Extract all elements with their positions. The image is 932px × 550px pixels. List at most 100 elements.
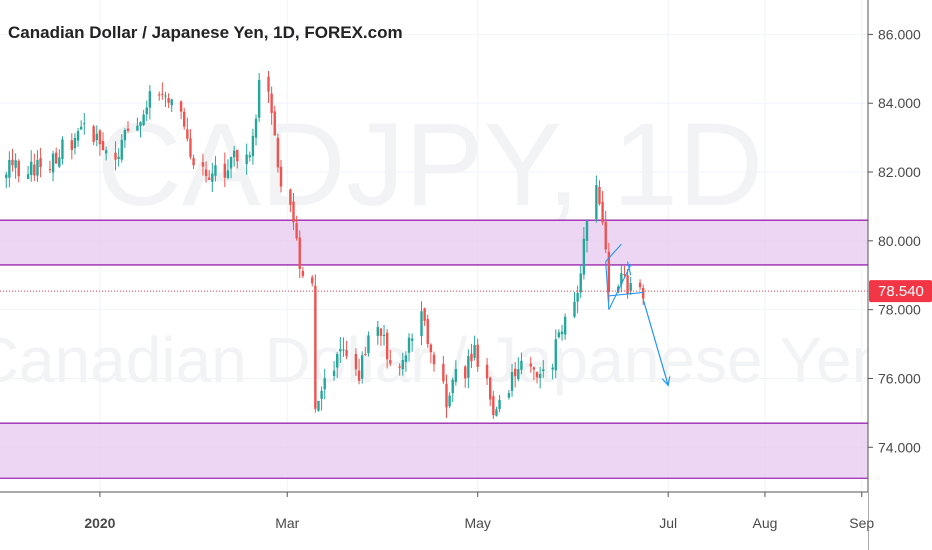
candle-body: [179, 101, 183, 112]
candle-body: [289, 189, 292, 205]
candle-body: [257, 79, 261, 118]
candle-body: [276, 137, 280, 168]
candle-body: [560, 331, 564, 335]
candle-body: [292, 201, 295, 223]
candle-body: [410, 338, 414, 341]
candles: [5, 70, 645, 420]
candle-body: [451, 379, 454, 394]
candle-body: [476, 344, 479, 367]
candle-body: [620, 273, 623, 285]
candle-body: [11, 159, 14, 166]
candle-body: [98, 130, 102, 145]
candle-body: [254, 118, 258, 138]
time-tick-label: May: [464, 515, 490, 531]
candle-body: [332, 370, 336, 376]
trend-line: [608, 264, 632, 310]
candle-body: [223, 163, 227, 178]
candle-body: [342, 349, 345, 351]
candle-body: [183, 111, 186, 127]
candle-body: [245, 154, 248, 165]
candle-body: [426, 319, 429, 344]
candle-body: [641, 287, 645, 299]
candle-body: [389, 359, 392, 364]
candle-body: [464, 366, 467, 379]
candle-body: [498, 399, 501, 409]
chart-title: Canadian Dollar / Japanese Yen, 1D, FORE…: [8, 23, 403, 42]
candle-body: [445, 383, 448, 408]
candle-body: [301, 270, 305, 276]
candle-body: [311, 277, 314, 284]
time-tick-label: Aug: [753, 515, 778, 531]
projection-arrow-head: [661, 376, 671, 387]
candle-body: [513, 368, 517, 377]
candle-body: [582, 238, 586, 275]
candle-body: [357, 370, 361, 381]
candle-body: [595, 185, 598, 219]
candle-body: [83, 123, 86, 125]
zone-area: [0, 220, 868, 265]
candle-body: [532, 367, 536, 370]
candle-body: [382, 334, 386, 337]
candle-body: [104, 150, 108, 154]
candle-body: [360, 355, 364, 379]
projection-arrow-line: [642, 299, 669, 386]
candle-body: [101, 141, 105, 151]
candle-body: [517, 369, 520, 379]
price-tick-label: 84.000: [878, 95, 921, 111]
candle-body: [495, 409, 498, 416]
candle-body: [448, 395, 451, 407]
candle-body: [211, 173, 214, 182]
candle-body: [58, 157, 61, 167]
candle-body: [30, 161, 33, 175]
candle-body: [423, 308, 426, 321]
price-tick-label: 78.000: [878, 302, 921, 318]
candle-body: [317, 400, 320, 411]
candle-body: [551, 367, 554, 370]
candle-body: [123, 130, 127, 141]
candle-body: [170, 99, 173, 106]
trend-line: [627, 261, 632, 276]
candle-body: [189, 138, 192, 157]
price-axis[interactable]: 74.000 76.000 78.000 80.000 82.000 84.000 86.0…: [868, 26, 921, 455]
support-resistance-zones: [0, 219, 868, 479]
time-axis[interactable]: 2020 Mar May Jul Aug Sep: [84, 492, 874, 531]
last-price-tag: 78.540: [869, 280, 932, 303]
candle-body: [232, 150, 236, 158]
candle-body: [336, 354, 339, 368]
candle-body: [5, 174, 8, 179]
candle-body: [473, 345, 476, 358]
price-tick-label: 80.000: [878, 233, 921, 249]
price-tick-label: 82.000: [878, 164, 921, 180]
price-tick-label: 74.000: [878, 439, 921, 455]
candle-body: [145, 107, 148, 115]
candle-body: [236, 149, 239, 162]
candle-body: [226, 170, 230, 178]
price-tick-label: 76.000: [878, 370, 921, 386]
candle-body: [339, 349, 342, 352]
candle-body: [323, 378, 326, 390]
time-tick-label: 2020: [84, 515, 115, 531]
candle-body: [161, 93, 164, 95]
candle-body: [273, 111, 276, 136]
time-tick-label: Jul: [659, 515, 677, 531]
candle-body: [507, 393, 511, 398]
candle-body: [214, 165, 217, 176]
candle-body: [364, 354, 367, 356]
candle-body: [623, 274, 626, 276]
candle-body: [204, 169, 208, 176]
candle-body: [529, 363, 532, 367]
candle-body: [136, 125, 139, 131]
candle-body: [55, 152, 58, 164]
candle-body: [385, 332, 389, 360]
candle-body: [398, 366, 401, 368]
candle-body: [14, 160, 17, 168]
candle-body: [563, 316, 567, 335]
price-axis-background: [868, 0, 932, 550]
candle-body: [638, 282, 642, 288]
trend-line: [605, 243, 622, 262]
candle-body: [604, 221, 607, 250]
candle-body: [267, 76, 270, 92]
candle-body: [354, 353, 358, 370]
candle-body: [295, 223, 298, 239]
